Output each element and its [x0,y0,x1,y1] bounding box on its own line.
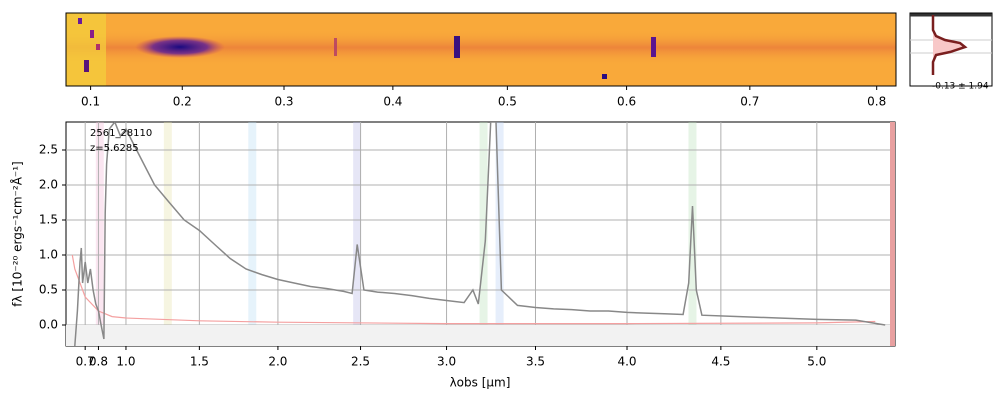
line-band [163,122,172,346]
x-tick-label: 5.0 [807,355,826,369]
top-x-tick-label: 0.5 [498,95,517,109]
object-id: 2561_28110 [90,128,152,139]
spectrum-line [71,254,876,325]
x-tick-label: 2.5 [351,355,370,369]
profile-panel: -0.13 ± 1.94 [909,12,993,92]
redshift: z=5.6285 [90,143,139,154]
top-x-tick-label: 0.1 [81,95,100,109]
y-axis-label: fλ [10⁻²⁰ ergs⁻¹cm⁻²Å⁻¹] [10,161,25,306]
below-zero [66,325,895,346]
y-tick-label: 0.0 [39,318,58,332]
top-x-tick-label: 0.4 [383,95,402,109]
y-tick-label: 0.5 [39,283,58,297]
top-x-tick-label: 0.2 [173,95,192,109]
y-tick-label: 1.0 [39,248,58,262]
top-x-tick-label: 0.3 [274,95,293,109]
x-tick-label: 2.0 [268,355,287,369]
x-tick-label: 4.0 [617,355,636,369]
spectrum-2d [65,12,897,87]
x-tick-label: 4.5 [711,355,730,369]
y-tick-label: 2.0 [39,178,58,192]
top-x-tick-label: 0.7 [740,95,759,109]
line-band [248,122,257,346]
x-axis-label: λobs [μm] [450,376,511,390]
x-tick-label: 1.0 [116,355,135,369]
x-tick-label: 0.8 [89,355,108,369]
spectrum-line [74,122,886,346]
line-band [479,122,488,346]
edge-mask [890,122,895,346]
y-tick-label: 1.5 [39,213,58,227]
x-tick-label: 0.7 [76,355,95,369]
y-tick-label: 2.5 [39,143,58,157]
top-x-tick-label: 0.6 [617,95,636,109]
line-band [353,122,362,346]
x-tick-label: 1.5 [190,355,209,369]
profile-label: -0.13 ± 1.94 [932,82,989,92]
x-tick-label: 3.5 [526,355,545,369]
x-tick-label: 3.0 [437,355,456,369]
top-x-tick-label: 0.8 [867,95,886,109]
line-band [95,122,104,346]
plot-area [66,122,895,346]
line-band [688,122,697,346]
